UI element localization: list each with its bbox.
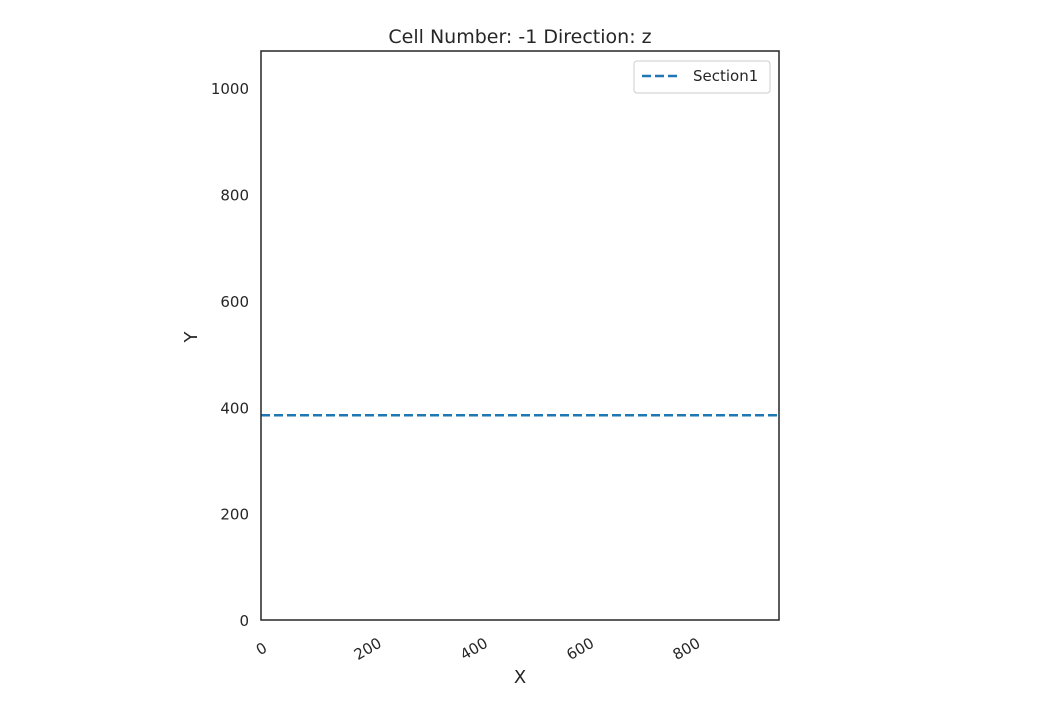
y-tick-label: 0 [239, 612, 249, 630]
x-tick-label: 600 [563, 634, 597, 664]
y-tick-label: 800 [220, 187, 249, 205]
x-tick-labels: 0 200 400 600 800 [253, 634, 704, 664]
x-tick-label: 800 [670, 634, 704, 664]
y-tick-label: 200 [220, 506, 249, 524]
legend-box [633, 60, 771, 94]
y-tick-label: 1000 [211, 80, 249, 98]
x-tick-label: 400 [457, 634, 491, 664]
chart-title: Cell Number: -1 Direction: z [388, 26, 651, 48]
y-tick-label: 600 [220, 293, 249, 311]
y-tick-labels: 0 200 400 600 800 1000 [211, 80, 249, 630]
plot-background [261, 51, 779, 620]
x-axis-label: X [514, 667, 526, 688]
legend-label-section1: Section1 [693, 67, 758, 85]
legend: Section1 [633, 60, 771, 94]
x-tick-label: 200 [351, 634, 385, 664]
y-tick-label: 400 [220, 399, 249, 417]
y-axis-label: Y [181, 331, 202, 344]
x-tick-label: 0 [253, 639, 270, 659]
plot-frame [260, 50, 780, 621]
